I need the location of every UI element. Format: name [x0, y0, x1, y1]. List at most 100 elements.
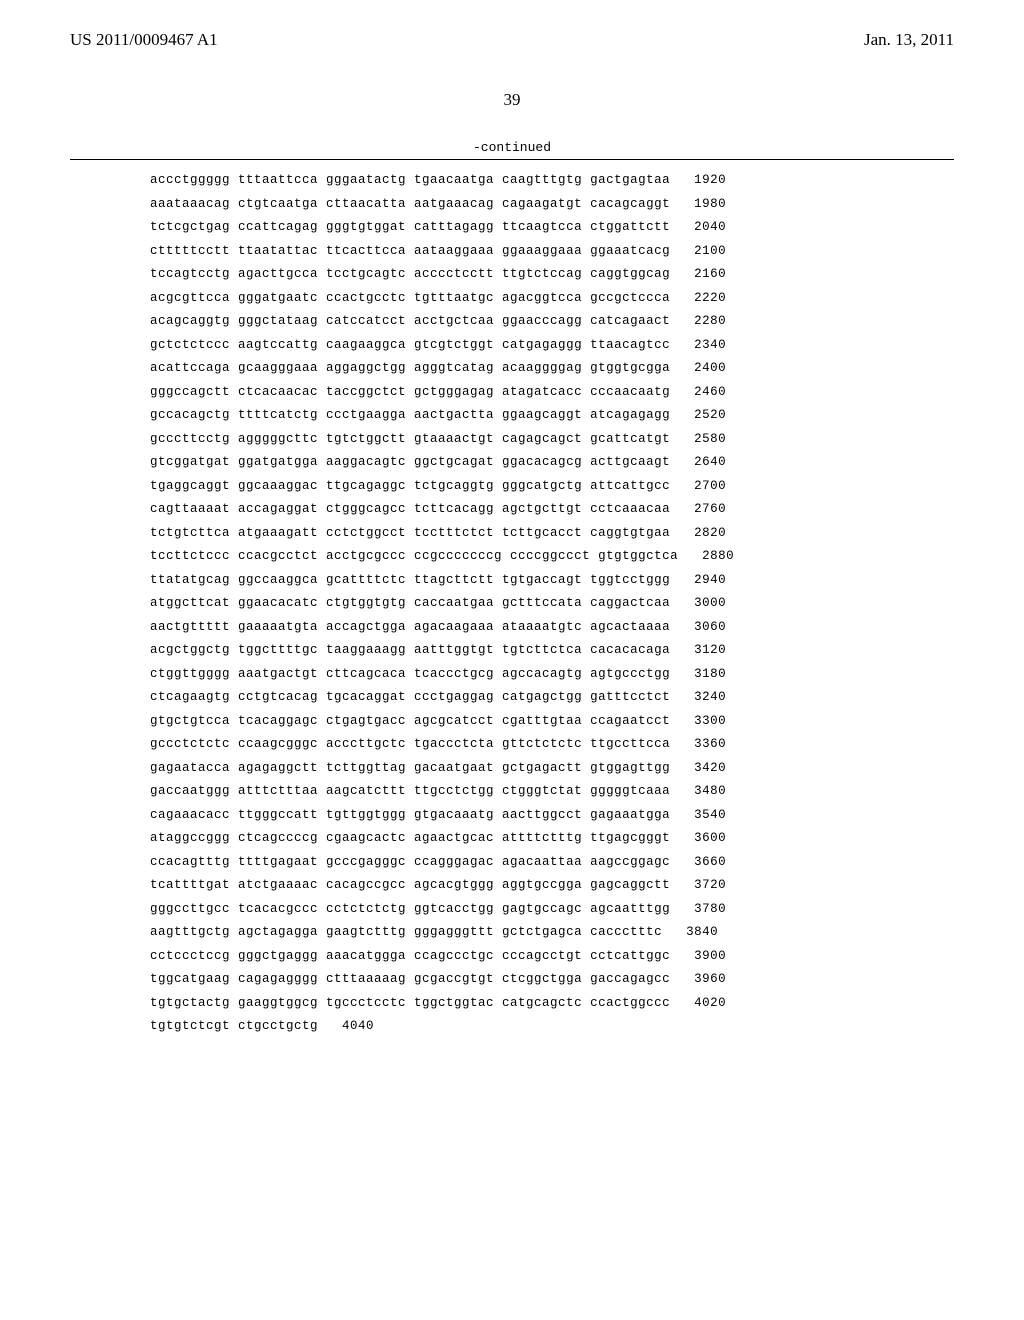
sequence-bases: tggcatgaag cagagagggg ctttaaaaag gcgaccg… [150, 973, 670, 986]
sequence-bases: cctccctccg gggctgaggg aaacatggga ccagccc… [150, 950, 670, 963]
sequence-position: 2040 [694, 221, 726, 234]
sequence-row: aaataaacag ctgtcaatga cttaacatta aatgaaa… [150, 198, 954, 211]
sequence-position: 3840 [686, 926, 718, 939]
sequence-bases: gtcggatgat ggatgatgga aaggacagtc ggctgca… [150, 456, 670, 469]
sequence-position: 2940 [694, 574, 726, 587]
sequence-bases: aaataaacag ctgtcaatga cttaacatta aatgaaa… [150, 198, 670, 211]
sequence-row: cagaaacacc ttgggccatt tgttggtggg gtgacaa… [150, 809, 954, 822]
sequence-row: ctggttgggg aaatgactgt cttcagcaca tcaccct… [150, 668, 954, 681]
sequence-position: 3960 [694, 973, 726, 986]
sequence-row: tccttctccc ccacgcctct acctgcgccc ccgcccc… [150, 550, 954, 563]
sequence-bases: acagcaggtg gggctataag catccatcct acctgct… [150, 315, 670, 328]
sequence-bases: tccagtcctg agacttgcca tcctgcagtc acccctc… [150, 268, 670, 281]
sequence-bases: acgcgttcca gggatgaatc ccactgcctc tgtttaa… [150, 292, 670, 305]
sequence-listing: accctggggg tttaattcca gggaatactg tgaacaa… [150, 174, 954, 1033]
sequence-row: tctcgctgag ccattcagag gggtgtggat catttag… [150, 221, 954, 234]
sequence-row: tcattttgat atctgaaaac cacagccgcc agcacgt… [150, 879, 954, 892]
sequence-position: 2400 [694, 362, 726, 375]
sequence-row: tccagtcctg agacttgcca tcctgcagtc acccctc… [150, 268, 954, 281]
sequence-row: cagttaaaat accagaggat ctgggcagcc tcttcac… [150, 503, 954, 516]
sequence-position: 2220 [694, 292, 726, 305]
sequence-bases: tctcgctgag ccattcagag gggtgtggat catttag… [150, 221, 670, 234]
sequence-bases: gcccttcctg agggggcttc tgtctggctt gtaaaac… [150, 433, 670, 446]
sequence-bases: ctggttgggg aaatgactgt cttcagcaca tcaccct… [150, 668, 670, 681]
sequence-position: 3120 [694, 644, 726, 657]
sequence-row: gggccttgcc tcacacgccc cctctctctg ggtcacc… [150, 903, 954, 916]
sequence-row: tgtgctactg gaaggtggcg tgccctcctc tggctgg… [150, 997, 954, 1010]
sequence-position: 3180 [694, 668, 726, 681]
sequence-position: 2100 [694, 245, 726, 258]
sequence-position: 3720 [694, 879, 726, 892]
sequence-position: 3600 [694, 832, 726, 845]
sequence-position: 2640 [694, 456, 726, 469]
sequence-bases: gtgctgtcca tcacaggagc ctgagtgacc agcgcat… [150, 715, 670, 728]
sequence-row: aagtttgctg agctagagga gaagtctttg gggaggg… [150, 926, 954, 939]
sequence-bases: acgctggctg tggcttttgc taaggaaagg aatttgg… [150, 644, 670, 657]
sequence-row: ataggccggg ctcagccccg cgaagcactc agaactg… [150, 832, 954, 845]
sequence-bases: gctctctccc aagtccattg caagaaggca gtcgtct… [150, 339, 670, 352]
sequence-row: tgtgtctcgt ctgcctgctg 4040 [150, 1020, 954, 1033]
sequence-bases: ctttttcctt ttaatattac ttcacttcca aataagg… [150, 245, 670, 258]
sequence-position: 3060 [694, 621, 726, 634]
sequence-position: 2520 [694, 409, 726, 422]
sequence-bases: tgtgctactg gaaggtggcg tgccctcctc tggctgg… [150, 997, 670, 1010]
sequence-row: gccctctctc ccaagcgggc acccttgctc tgaccct… [150, 738, 954, 751]
sequence-bases: aagtttgctg agctagagga gaagtctttg gggaggg… [150, 926, 662, 939]
sequence-position: 3900 [694, 950, 726, 963]
sequence-row: ctcagaagtg cctgtcacag tgcacaggat ccctgag… [150, 691, 954, 704]
sequence-bases: ccacagtttg ttttgagaat gcccgagggc ccaggga… [150, 856, 670, 869]
sequence-bases: accctggggg tttaattcca gggaatactg tgaacaa… [150, 174, 670, 187]
sequence-position: 3000 [694, 597, 726, 610]
sequence-row: gctctctccc aagtccattg caagaaggca gtcgtct… [150, 339, 954, 352]
sequence-position: 3660 [694, 856, 726, 869]
sequence-row: acagcaggtg gggctataag catccatcct acctgct… [150, 315, 954, 328]
sequence-bases: tgtgtctcgt ctgcctgctg [150, 1020, 318, 1033]
sequence-row: gaccaatggg atttctttaa aagcatcttt ttgcctc… [150, 785, 954, 798]
sequence-bases: aactgttttt gaaaaatgta accagctgga agacaag… [150, 621, 670, 634]
sequence-bases: tcattttgat atctgaaaac cacagccgcc agcacgt… [150, 879, 670, 892]
sequence-position: 2880 [702, 550, 734, 563]
sequence-position: 3480 [694, 785, 726, 798]
sequence-row: gccacagctg ttttcatctg ccctgaagga aactgac… [150, 409, 954, 422]
sequence-position: 3360 [694, 738, 726, 751]
sequence-row: gtgctgtcca tcacaggagc ctgagtgacc agcgcat… [150, 715, 954, 728]
sequence-position: 2760 [694, 503, 726, 516]
sequence-position: 3420 [694, 762, 726, 775]
sequence-position: 2280 [694, 315, 726, 328]
sequence-position: 2460 [694, 386, 726, 399]
sequence-bases: ataggccggg ctcagccccg cgaagcactc agaactg… [150, 832, 670, 845]
sequence-bases: gaccaatggg atttctttaa aagcatcttt ttgcctc… [150, 785, 670, 798]
sequence-bases: gccacagctg ttttcatctg ccctgaagga aactgac… [150, 409, 670, 422]
sequence-row: gtcggatgat ggatgatgga aaggacagtc ggctgca… [150, 456, 954, 469]
sequence-row: aactgttttt gaaaaatgta accagctgga agacaag… [150, 621, 954, 634]
sequence-position: 2700 [694, 480, 726, 493]
sequence-row: cctccctccg gggctgaggg aaacatggga ccagccc… [150, 950, 954, 963]
sequence-row: tggcatgaag cagagagggg ctttaaaaag gcgaccg… [150, 973, 954, 986]
sequence-bases: cagaaacacc ttgggccatt tgttggtggg gtgacaa… [150, 809, 670, 822]
sequence-row: tgaggcaggt ggcaaaggac ttgcagaggc tctgcag… [150, 480, 954, 493]
sequence-bases: ttatatgcag ggccaaggca gcattttctc ttagctt… [150, 574, 670, 587]
sequence-position: 1920 [694, 174, 726, 187]
sequence-row: ttatatgcag ggccaaggca gcattttctc ttagctt… [150, 574, 954, 587]
sequence-row: accctggggg tttaattcca gggaatactg tgaacaa… [150, 174, 954, 187]
sequence-bases: gggccttgcc tcacacgccc cctctctctg ggtcacc… [150, 903, 670, 916]
sequence-bases: acattccaga gcaagggaaa aggaggctgg agggtca… [150, 362, 670, 375]
sequence-position: 2820 [694, 527, 726, 540]
page-number: 39 [70, 90, 954, 110]
publication-date: Jan. 13, 2011 [864, 30, 954, 50]
sequence-bases: gggccagctt ctcacaacac taccggctct gctggga… [150, 386, 670, 399]
sequence-row: gcccttcctg agggggcttc tgtctggctt gtaaaac… [150, 433, 954, 446]
sequence-row: ctttttcctt ttaatattac ttcacttcca aataagg… [150, 245, 954, 258]
sequence-bases: atggcttcat ggaacacatc ctgtggtgtg caccaat… [150, 597, 670, 610]
sequence-bases: tgaggcaggt ggcaaaggac ttgcagaggc tctgcag… [150, 480, 670, 493]
continued-label: -continued [70, 140, 954, 155]
sequence-position: 3540 [694, 809, 726, 822]
sequence-position: 4020 [694, 997, 726, 1010]
divider-line [70, 159, 954, 160]
sequence-position: 3780 [694, 903, 726, 916]
sequence-position: 3240 [694, 691, 726, 704]
sequence-position: 2340 [694, 339, 726, 352]
sequence-bases: tccttctccc ccacgcctct acctgcgccc ccgcccc… [150, 550, 678, 563]
sequence-row: acgcgttcca gggatgaatc ccactgcctc tgtttaa… [150, 292, 954, 305]
sequence-position: 4040 [342, 1020, 374, 1033]
